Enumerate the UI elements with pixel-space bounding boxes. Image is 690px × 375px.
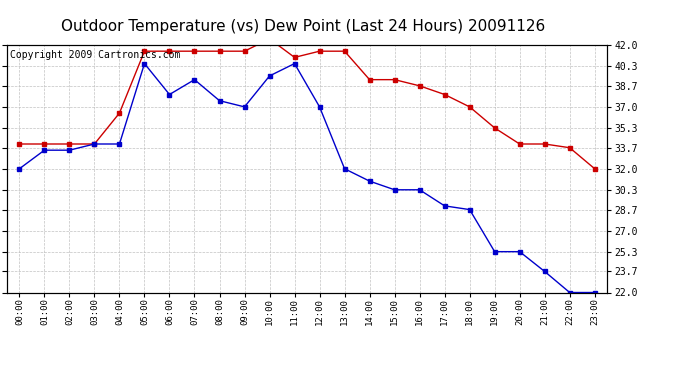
Text: Copyright 2009 Cartronics.com: Copyright 2009 Cartronics.com — [10, 50, 180, 60]
Text: Outdoor Temperature (vs) Dew Point (Last 24 Hours) 20091126: Outdoor Temperature (vs) Dew Point (Last… — [61, 19, 546, 34]
